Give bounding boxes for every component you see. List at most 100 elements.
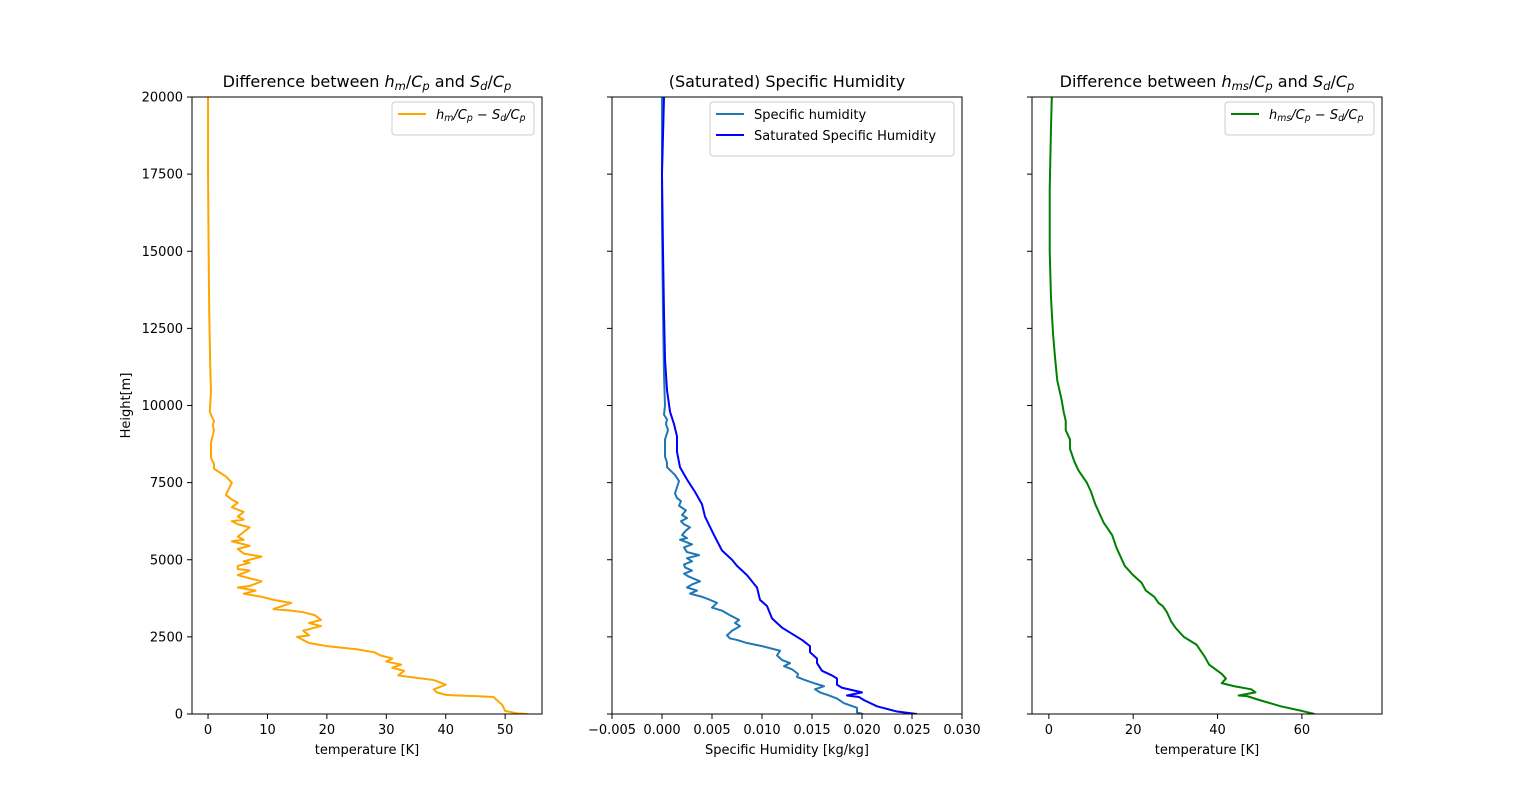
x-tick-label: 30 bbox=[378, 723, 395, 738]
legend-entry-1-part: d bbox=[500, 113, 506, 124]
legend-box bbox=[709, 101, 955, 157]
legend-entry-2: Saturated Specific Humidity bbox=[754, 129, 936, 144]
x-axis-label: temperature [K] bbox=[315, 743, 420, 758]
x-tick-label: 50 bbox=[497, 723, 514, 738]
legend-entry-1-part: / bbox=[1290, 108, 1297, 123]
series-line-1 bbox=[1048, 97, 1315, 714]
y-tick-label: 20000 bbox=[142, 91, 183, 106]
legend: hm/Cp − Sd/Cp bbox=[391, 101, 535, 136]
panel-title-part: and bbox=[1273, 72, 1313, 91]
legend-entry-1-part: C bbox=[1296, 108, 1306, 123]
legend-entry-1-part: d bbox=[1338, 113, 1344, 124]
x-tick-label: 0.030 bbox=[943, 723, 980, 738]
y-tick-label: 5000 bbox=[150, 553, 183, 568]
panel-title-part: d bbox=[480, 79, 488, 93]
legend-entry-1-part: p bbox=[466, 113, 473, 124]
legend: hms/Cp − Sd/Cp bbox=[1224, 101, 1375, 136]
series-line-1 bbox=[207, 97, 528, 714]
legend-entry-1-part: m bbox=[444, 113, 453, 124]
x-tick-label: 10 bbox=[259, 723, 276, 738]
x-tick-label: 0 bbox=[204, 723, 212, 738]
panel-title-part: h bbox=[1221, 72, 1231, 91]
legend: Specific humidity Saturated Specific Humi… bbox=[709, 101, 955, 157]
panel-title-part: d bbox=[1323, 79, 1331, 93]
legend-entry-1-part: p bbox=[1356, 113, 1363, 124]
legend-entry-1-part: / bbox=[505, 108, 512, 123]
x-tick-label: 0 bbox=[1045, 723, 1053, 738]
panel-title-part: / bbox=[1330, 72, 1336, 91]
panel-title-part: / bbox=[1249, 72, 1255, 91]
x-tick-label: 0.000 bbox=[643, 723, 680, 738]
panel-title: Difference between hms/Cp and Sd/Cp bbox=[1060, 72, 1355, 93]
panel-title-part: S bbox=[1313, 72, 1323, 91]
x-tick-label: 60 bbox=[1294, 723, 1311, 738]
panel-title-part: Difference between bbox=[1060, 72, 1222, 91]
panels: 0 10 20 30 40 50 0 2500 5000 7500 10000 12500 15000 1… bbox=[119, 72, 1383, 758]
x-tick-label: 0.005 bbox=[693, 723, 730, 738]
x-tick-label: 0.010 bbox=[743, 723, 780, 738]
panel-title-part: p bbox=[421, 79, 429, 93]
y-tick-label: 17500 bbox=[142, 168, 183, 183]
panel-title-part: C bbox=[493, 72, 505, 91]
y-tick-label: 0 bbox=[175, 708, 183, 723]
x-tick-label: 20 bbox=[1125, 723, 1142, 738]
panel-title: Difference between hm/Cp and Sd/Cp bbox=[223, 72, 512, 93]
panel-3: 0 20 40 60 temperature [K] Difference between… bbox=[1027, 72, 1383, 758]
series-line-1 bbox=[661, 97, 864, 714]
x-axis-label: Specific Humidity [kg/kg] bbox=[705, 743, 869, 758]
legend-box bbox=[391, 101, 535, 136]
y-tick-label: 12500 bbox=[142, 322, 183, 337]
panel-title-part: / bbox=[406, 72, 412, 91]
x-tick-label: 0.025 bbox=[893, 723, 930, 738]
legend-entry-1-part: / bbox=[1343, 108, 1350, 123]
x-tick-label: 0.020 bbox=[843, 723, 880, 738]
y-tick-label: 2500 bbox=[150, 630, 183, 645]
legend-entry-1-part: ms bbox=[1277, 113, 1291, 124]
series-line-2 bbox=[661, 97, 918, 714]
panel-title-part: p bbox=[503, 79, 511, 93]
x-tick-label: 20 bbox=[319, 723, 336, 738]
panel-title: (Saturated) Specific Humidity bbox=[669, 72, 906, 91]
panel-title-part: and bbox=[430, 72, 470, 91]
legend-entry-1-part: h bbox=[1269, 108, 1277, 123]
series-group bbox=[1048, 97, 1315, 714]
legend-entry-1-part: p bbox=[519, 113, 526, 124]
panel-title-part: p bbox=[1264, 79, 1272, 93]
legend-entry-1: Specific humidity bbox=[754, 108, 866, 123]
x-axis-label: temperature [K] bbox=[1155, 743, 1260, 758]
panel-title-part: (Saturated) Specific Humidity bbox=[669, 72, 906, 91]
x-tick-label: −0.005 bbox=[588, 723, 636, 738]
legend-entry-1-part: S bbox=[1330, 108, 1338, 123]
legend-entry-1: hm/Cp − Sd/Cp bbox=[436, 108, 526, 124]
legend-entry-1-part: − bbox=[1311, 108, 1330, 123]
panel-title-part: Difference between bbox=[223, 72, 385, 91]
legend-entry-1-part: h bbox=[436, 108, 444, 123]
panel-title-part: C bbox=[411, 72, 423, 91]
series-group bbox=[661, 97, 918, 714]
legend-entry-1-part: p bbox=[1304, 113, 1311, 124]
legend-entry-1-part: − bbox=[473, 108, 492, 123]
legend-entry-1-part: S bbox=[492, 108, 500, 123]
panel-title-part: C bbox=[1254, 72, 1266, 91]
panel-2: −0.005 0.000 0.005 0.010 0.015 0.020 0.025 0.03… bbox=[588, 72, 981, 758]
panel-title-part: p bbox=[1346, 79, 1354, 93]
legend-entry-1-part: / bbox=[452, 108, 459, 123]
x-tick-label: 40 bbox=[1209, 723, 1226, 738]
legend-entry-1: hms/Cp − Sd/Cp bbox=[1269, 108, 1363, 124]
panel-title-part: S bbox=[470, 72, 480, 91]
panel-title-part: m bbox=[395, 79, 406, 93]
panel-1: 0 10 20 30 40 50 0 2500 5000 7500 10000 12500 15000 1… bbox=[119, 72, 543, 758]
y-axis-label: Height[m] bbox=[119, 373, 134, 439]
x-tick-label: 0.015 bbox=[793, 723, 830, 738]
legend-entry-1-part: C bbox=[1348, 108, 1358, 123]
series-group bbox=[207, 97, 528, 714]
legend-entry-1-part: C bbox=[511, 108, 521, 123]
legend-box bbox=[1224, 101, 1375, 136]
panel-title-part: ms bbox=[1232, 79, 1249, 93]
panel-title-part: h bbox=[384, 72, 394, 91]
legend-entry-1-part: C bbox=[458, 108, 468, 123]
panel-title-part: / bbox=[487, 72, 493, 91]
x-tick-label: 40 bbox=[437, 723, 454, 738]
y-tick-label: 15000 bbox=[142, 245, 183, 260]
